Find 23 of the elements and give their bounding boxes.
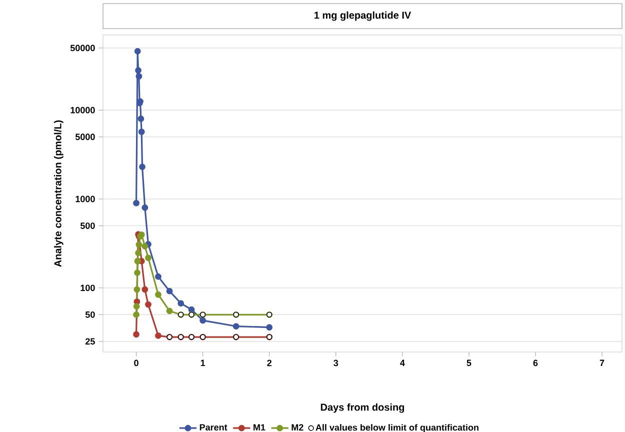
x-tick-label: 6 <box>533 360 538 366</box>
y-axis-title: Analyte concentration (pmol/L) <box>54 120 64 267</box>
legend-label: All values below limit of quantification <box>316 424 478 432</box>
legend-label: M2 <box>292 424 304 430</box>
legend-label: Parent <box>200 424 228 431</box>
chart-title: 1 mg glepaglutide IV <box>314 11 412 21</box>
y-tick-label: 10000 <box>70 106 95 114</box>
y-tick-label: 5000 <box>75 134 95 140</box>
y-tick-label: 25 <box>86 338 95 345</box>
x-tick-label: 2 <box>267 360 272 366</box>
x-tick-label: 4 <box>400 360 405 366</box>
x-tick-label: 3 <box>334 360 338 366</box>
y-tick-label: 1000 <box>76 196 95 202</box>
y-tick-label: 50 <box>85 311 95 318</box>
y-tick-label: 50000 <box>70 44 95 52</box>
y-tick-label: 500 <box>80 222 95 229</box>
x-axis-title: Days from dosing <box>320 403 404 413</box>
y-tick-label: 100 <box>80 284 95 292</box>
legend-label: M1 <box>254 424 266 430</box>
x-tick-label: 1 <box>200 360 206 366</box>
x-tick-label: 7 <box>600 360 604 366</box>
x-tick-label: 5 <box>466 360 472 366</box>
x-tick-label: 0 <box>134 360 138 366</box>
